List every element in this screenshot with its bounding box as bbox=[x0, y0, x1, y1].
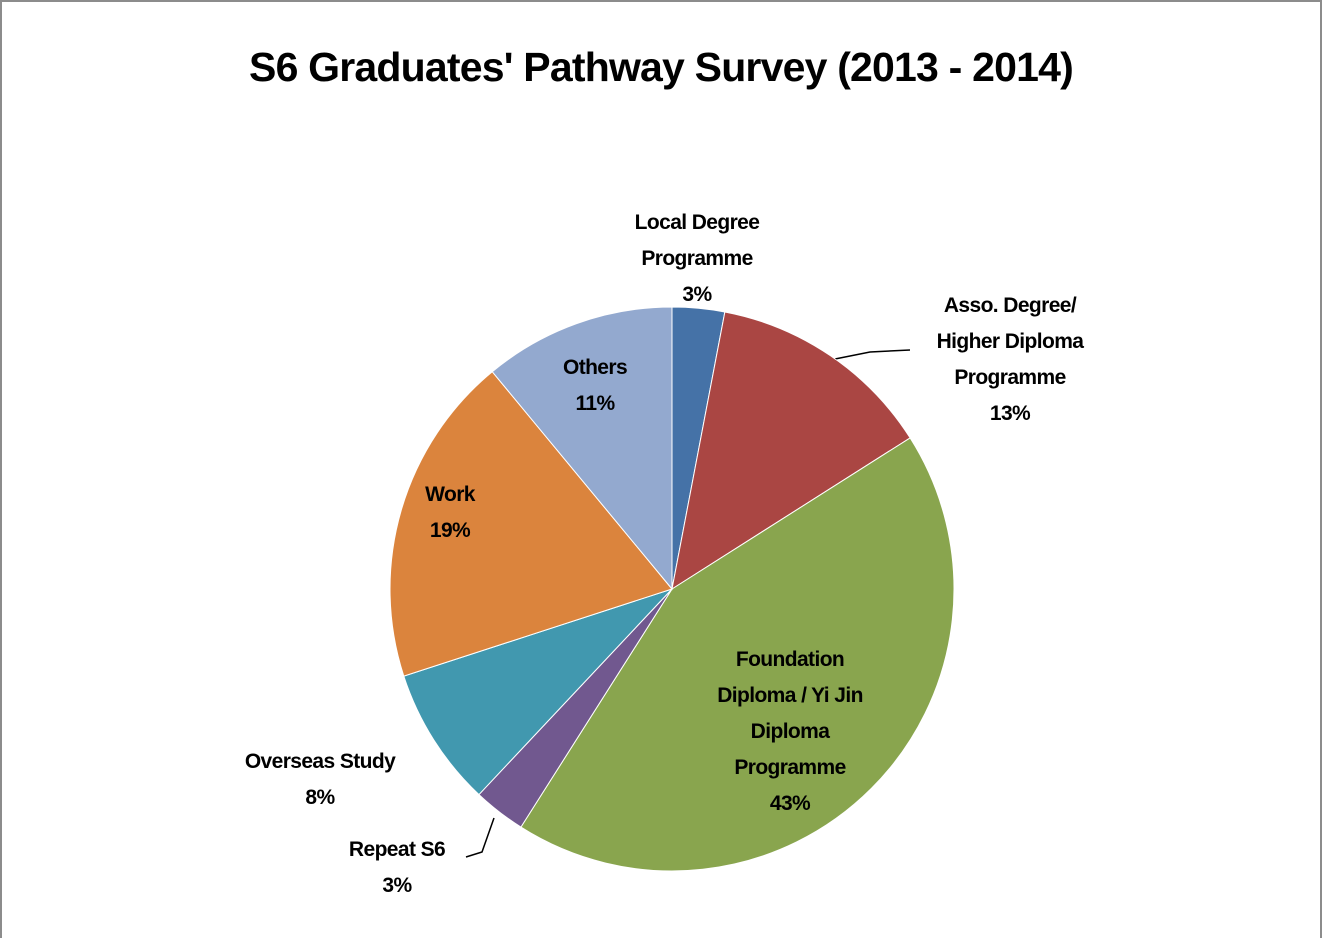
slice-label: Overseas Study 8% bbox=[220, 744, 420, 816]
leader-line bbox=[834, 349, 911, 360]
pie-slice bbox=[389, 371, 673, 677]
category-label: Work bbox=[425, 483, 475, 506]
category-label: Repeat S6 bbox=[348, 838, 446, 861]
pie-slice bbox=[403, 588, 673, 796]
value-label: 19% bbox=[429, 519, 471, 542]
pie-slice bbox=[491, 306, 673, 591]
slice-label: Repeat S6 3% bbox=[322, 832, 472, 904]
category-label: Local Degree Programme bbox=[634, 211, 760, 270]
slice-label: Asso. Degree/ Higher Diploma Programme 13… bbox=[910, 288, 1110, 432]
category-label: Others bbox=[562, 356, 628, 379]
pie-slice bbox=[520, 437, 955, 872]
slice-label: Work 19% bbox=[390, 477, 510, 549]
slice-label: Local Degree Programme 3% bbox=[622, 205, 772, 313]
slice-label: Others 11% bbox=[535, 350, 655, 422]
value-label: 3% bbox=[382, 874, 412, 897]
chart-title: S6 Graduates' Pathway Survey (2013 - 201… bbox=[249, 44, 1074, 90]
value-label: 13% bbox=[989, 402, 1031, 425]
value-label: 8% bbox=[305, 786, 335, 809]
category-label: Foundation Diploma / Yi Jin Diploma Prog… bbox=[717, 648, 863, 779]
pie-slice bbox=[671, 311, 911, 591]
value-label: 43% bbox=[769, 792, 811, 815]
leader-line bbox=[465, 817, 495, 858]
slice-label: Foundation Diploma / Yi Jin Diploma Prog… bbox=[700, 642, 880, 822]
category-label: Overseas Study bbox=[244, 750, 396, 773]
category-label: Asso. Degree/ Higher Diploma Programme bbox=[936, 294, 1084, 389]
value-label: 11% bbox=[575, 392, 615, 415]
value-label: 3% bbox=[682, 283, 712, 306]
